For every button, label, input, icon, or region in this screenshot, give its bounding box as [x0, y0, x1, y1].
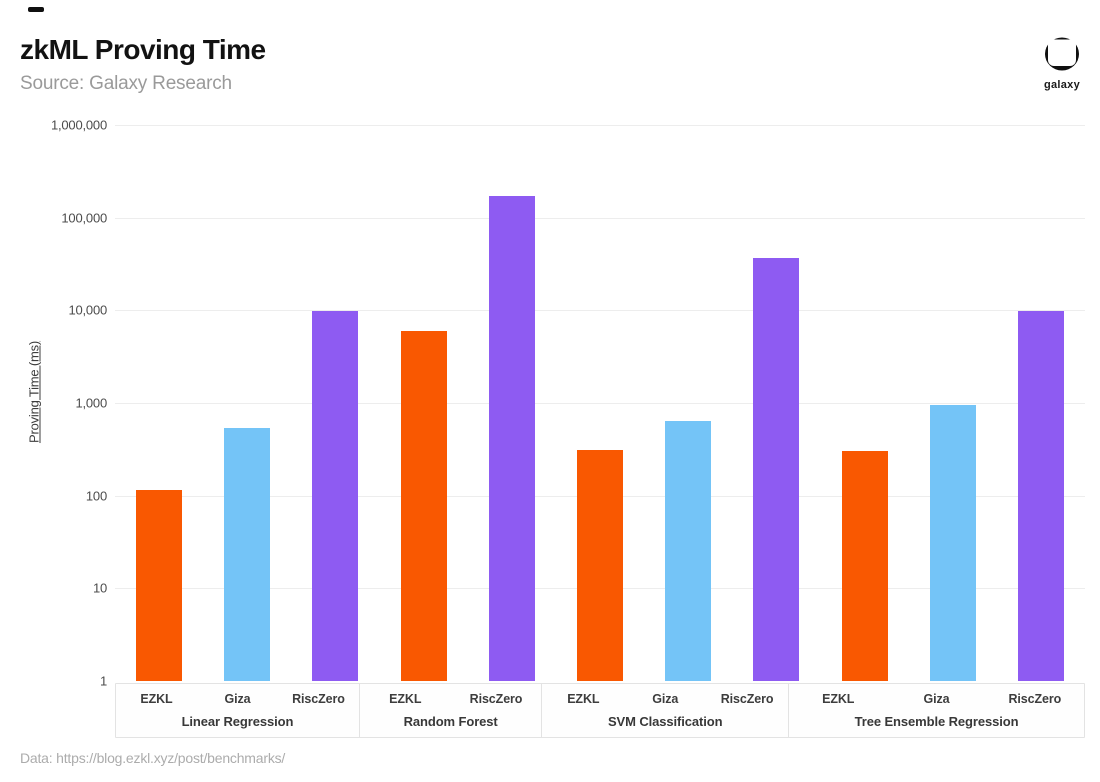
group-label: Tree Ensemble Regression — [854, 713, 1019, 729]
group-label: SVM Classification — [607, 713, 723, 729]
axis-group: EZKL Giza RiscZero SVM Classification — [541, 684, 788, 737]
data-source-footnote: Data: https://blog.ezkl.xyz/post/benchma… — [20, 750, 286, 766]
galaxy-logo-text: galaxy — [1043, 79, 1081, 91]
bar-label-ezkl: EZKL — [389, 692, 422, 706]
gridline — [115, 310, 1085, 312]
y-axis-title: Proving Time (ms) — [26, 340, 42, 444]
y-tick-label: 10,000 — [68, 302, 107, 318]
bar-label-risczero: RiscZero — [720, 692, 774, 706]
bar-label-risczero: RiscZero — [1008, 692, 1062, 706]
x-axis-label-box: EZKL Giza RiscZero Linear Regression EZKL Ris… — [115, 683, 1085, 738]
bar-risczero — [312, 311, 359, 681]
bar-group — [380, 125, 556, 681]
bar-ezkl — [400, 330, 447, 681]
gridline — [115, 217, 1085, 219]
top-dash-decoration — [28, 7, 44, 12]
bar-giza — [224, 427, 271, 681]
y-tick-label: 1,000,000 — [50, 117, 107, 133]
bar-slot — [820, 125, 908, 681]
bar-slot — [732, 125, 820, 681]
y-tick-label: 100,000 — [61, 210, 107, 226]
chart-source-subtitle: Source: Galaxy Research — [20, 73, 232, 94]
gridline — [115, 403, 1085, 404]
axis-names-row: EZKL Giza RiscZero — [542, 684, 788, 710]
bar-slot — [997, 125, 1085, 681]
bar-ezkl — [136, 490, 183, 681]
bar-slot — [556, 125, 644, 681]
bar-ezkl — [577, 449, 623, 681]
bar-risczero — [488, 196, 535, 681]
bar-label-ezkl: EZKL — [567, 692, 600, 706]
gridline — [115, 125, 1085, 126]
axis-group: EZKL Giza RiscZero Linear Regression — [116, 684, 359, 737]
plot-area: 1,000,000 100,000 10,000 1,000 100 10 1 — [51, 118, 1085, 689]
bar-label-giza: Giza — [923, 692, 950, 706]
y-tick-label: 1 — [99, 673, 107, 689]
bar-slot — [468, 125, 556, 681]
axis-group: EZKL RiscZero Random Forest — [358, 684, 541, 737]
page-title: zkML Proving Time — [20, 34, 266, 65]
axis-group: EZKL Giza RiscZero Tree Ensemble Regression — [788, 684, 1084, 737]
axis-names-row: EZKL RiscZero — [360, 684, 541, 710]
y-tick-label: 10 — [92, 580, 107, 596]
bar-group — [556, 125, 821, 681]
bar-risczero — [753, 257, 800, 681]
group-label: Random Forest — [403, 713, 498, 729]
bar-slot — [380, 125, 468, 681]
bar-slot — [115, 125, 203, 681]
bar-label-risczero: RiscZero — [292, 692, 345, 706]
bar-slot — [203, 125, 291, 681]
bar-slot — [909, 125, 997, 681]
bar-giza — [929, 405, 976, 681]
y-tick-label: 100 — [85, 488, 107, 504]
bar-label-risczero: RiscZero — [469, 692, 523, 706]
bar-group — [820, 125, 1085, 681]
galaxy-logo-icon — [1043, 37, 1081, 77]
bar-slot — [291, 125, 379, 681]
y-tick-label: 1,000 — [75, 395, 107, 411]
bar-label-ezkl: EZKL — [140, 692, 173, 706]
bar-ezkl — [841, 451, 888, 681]
axis-names-row: EZKL Giza RiscZero — [116, 684, 359, 710]
group-label: Linear Regression — [181, 713, 294, 729]
bar-risczero — [1017, 311, 1064, 681]
bar-giza — [665, 420, 712, 681]
bar-slot — [644, 125, 732, 681]
bar-group — [115, 125, 380, 681]
bar-label-ezkl: EZKL — [822, 692, 855, 706]
bar-label-giza: Giza — [224, 692, 251, 706]
bar-label-giza: Giza — [652, 692, 679, 706]
bars-layer — [115, 125, 1085, 681]
axis-names-row: EZKL Giza RiscZero — [789, 684, 1084, 710]
galaxy-logo: galaxy — [1040, 36, 1084, 91]
